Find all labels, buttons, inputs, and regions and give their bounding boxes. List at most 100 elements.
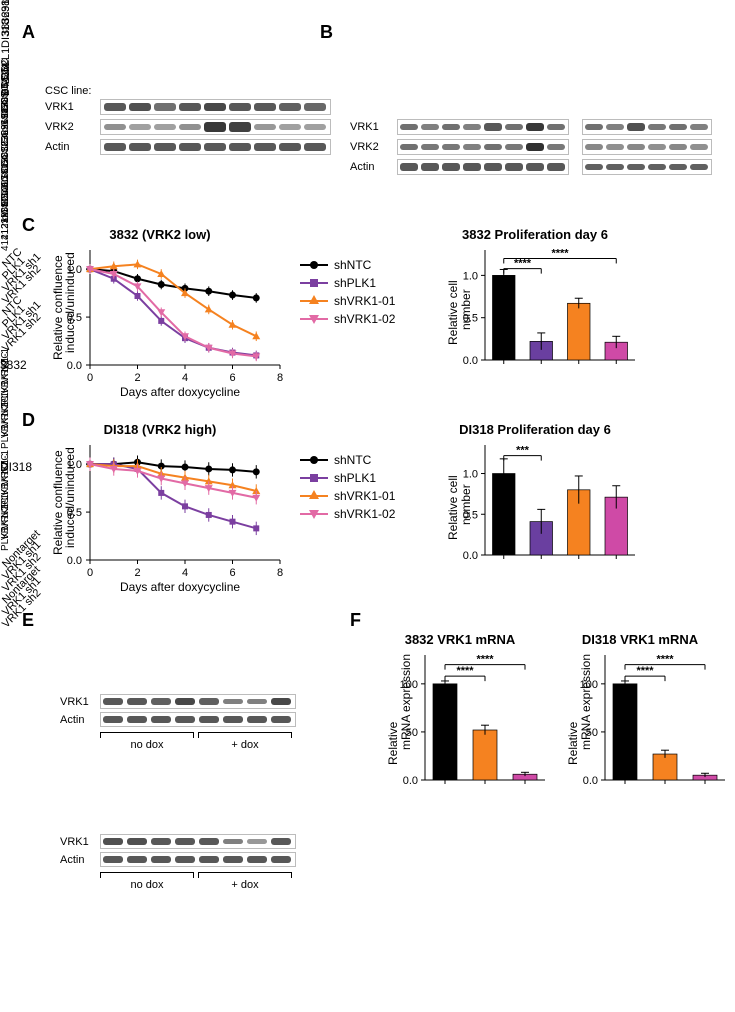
band (690, 164, 708, 171)
band (547, 163, 565, 170)
svg-text:1.0: 1.0 (463, 270, 478, 282)
bar-chart-title: 3832 Proliferation day 6 (440, 227, 630, 242)
svg-text:0: 0 (87, 372, 93, 384)
panel-a-row-label: Actin (45, 141, 69, 153)
band (127, 856, 147, 863)
band (484, 163, 502, 170)
svg-text:***: *** (516, 445, 530, 457)
legend-label: shPLK1 (334, 471, 376, 485)
legend-item: shNTC (300, 453, 371, 467)
band (199, 698, 219, 705)
svg-text:****: **** (456, 665, 474, 677)
bar-y-label: Relative (386, 722, 400, 765)
band (175, 698, 195, 706)
band (103, 856, 123, 863)
svg-text:8: 8 (277, 567, 283, 579)
band (229, 143, 251, 151)
panel-label-d: D (22, 410, 35, 431)
band (223, 839, 243, 845)
band (279, 103, 301, 111)
band (151, 838, 171, 845)
panel-label-a: A (22, 22, 35, 43)
band (526, 143, 544, 152)
band (526, 123, 544, 131)
legend-item: shPLK1 (300, 471, 376, 485)
group-bracket: + dox (198, 872, 292, 878)
blot-row (100, 712, 296, 727)
legend-label: shVRK1-01 (334, 294, 395, 308)
bar-chart-title: DI318 VRK1 mRNA (560, 632, 720, 647)
band (104, 124, 126, 130)
band (304, 124, 326, 130)
svg-text:****: **** (514, 258, 532, 270)
bar-y-label: Relative cell (446, 280, 460, 345)
band (505, 163, 523, 170)
blot-row-label: Actin (60, 714, 84, 726)
band (627, 123, 645, 131)
band (526, 163, 544, 170)
band (103, 698, 123, 705)
band (175, 856, 195, 863)
svg-text:6: 6 (229, 567, 235, 579)
band (271, 856, 291, 863)
band (690, 124, 708, 130)
svg-text:0.0: 0.0 (403, 775, 418, 787)
band (247, 839, 267, 844)
band (127, 716, 147, 723)
band (254, 124, 276, 130)
band (400, 124, 418, 130)
band (648, 124, 666, 130)
bar-chart-title: DI318 Proliferation day 6 (440, 422, 630, 437)
band (104, 103, 126, 111)
band (271, 716, 291, 723)
bar-y-label: Relative cell (446, 475, 460, 540)
band (129, 103, 151, 112)
blot-row (582, 159, 712, 175)
bar-y-label: mRNA expression (579, 654, 593, 750)
legend-label: shVRK1-02 (334, 507, 395, 521)
band (669, 144, 687, 149)
band (585, 164, 603, 171)
bar-chart: 0.00.51.0******** (440, 245, 660, 420)
band (247, 716, 267, 723)
band (247, 699, 267, 705)
blot-row (100, 694, 296, 709)
blot-row-label: VRK1 (60, 836, 89, 848)
svg-text:0.0: 0.0 (463, 355, 478, 367)
bar-chart-title: 3832 VRK1 mRNA (380, 632, 540, 647)
svg-text:****: **** (551, 247, 569, 259)
band (585, 124, 603, 130)
svg-text:****: **** (476, 654, 494, 666)
svg-text:1.0: 1.0 (463, 469, 478, 481)
band (606, 144, 624, 149)
group-bracket: no dox (100, 872, 194, 878)
band (151, 716, 171, 723)
svg-text:****: **** (636, 665, 654, 677)
x-axis-label: Days after doxycycline (120, 580, 240, 594)
legend-label: shVRK1-02 (334, 312, 395, 326)
blot-row-label: Actin (60, 854, 84, 866)
band (151, 856, 171, 863)
band (669, 164, 687, 171)
svg-text:4: 4 (182, 567, 188, 579)
blot-row (582, 139, 712, 155)
legend-item: shVRK1-02 (300, 507, 395, 521)
band (606, 124, 624, 130)
legend-label: shNTC (334, 453, 371, 467)
band (247, 856, 267, 863)
svg-text:0.0: 0.0 (583, 775, 598, 787)
svg-text:0.0: 0.0 (67, 360, 82, 372)
band (547, 144, 565, 150)
band (103, 716, 123, 723)
band (175, 838, 195, 845)
panel-b-row-label: VRK2 (350, 141, 379, 153)
band (199, 716, 219, 723)
band (648, 164, 666, 171)
group-bracket: no dox (100, 732, 194, 738)
band (223, 856, 243, 863)
svg-text:2: 2 (134, 567, 140, 579)
panel-label-f: F (350, 610, 361, 631)
band (175, 716, 195, 723)
band (547, 124, 565, 130)
band (304, 103, 326, 111)
